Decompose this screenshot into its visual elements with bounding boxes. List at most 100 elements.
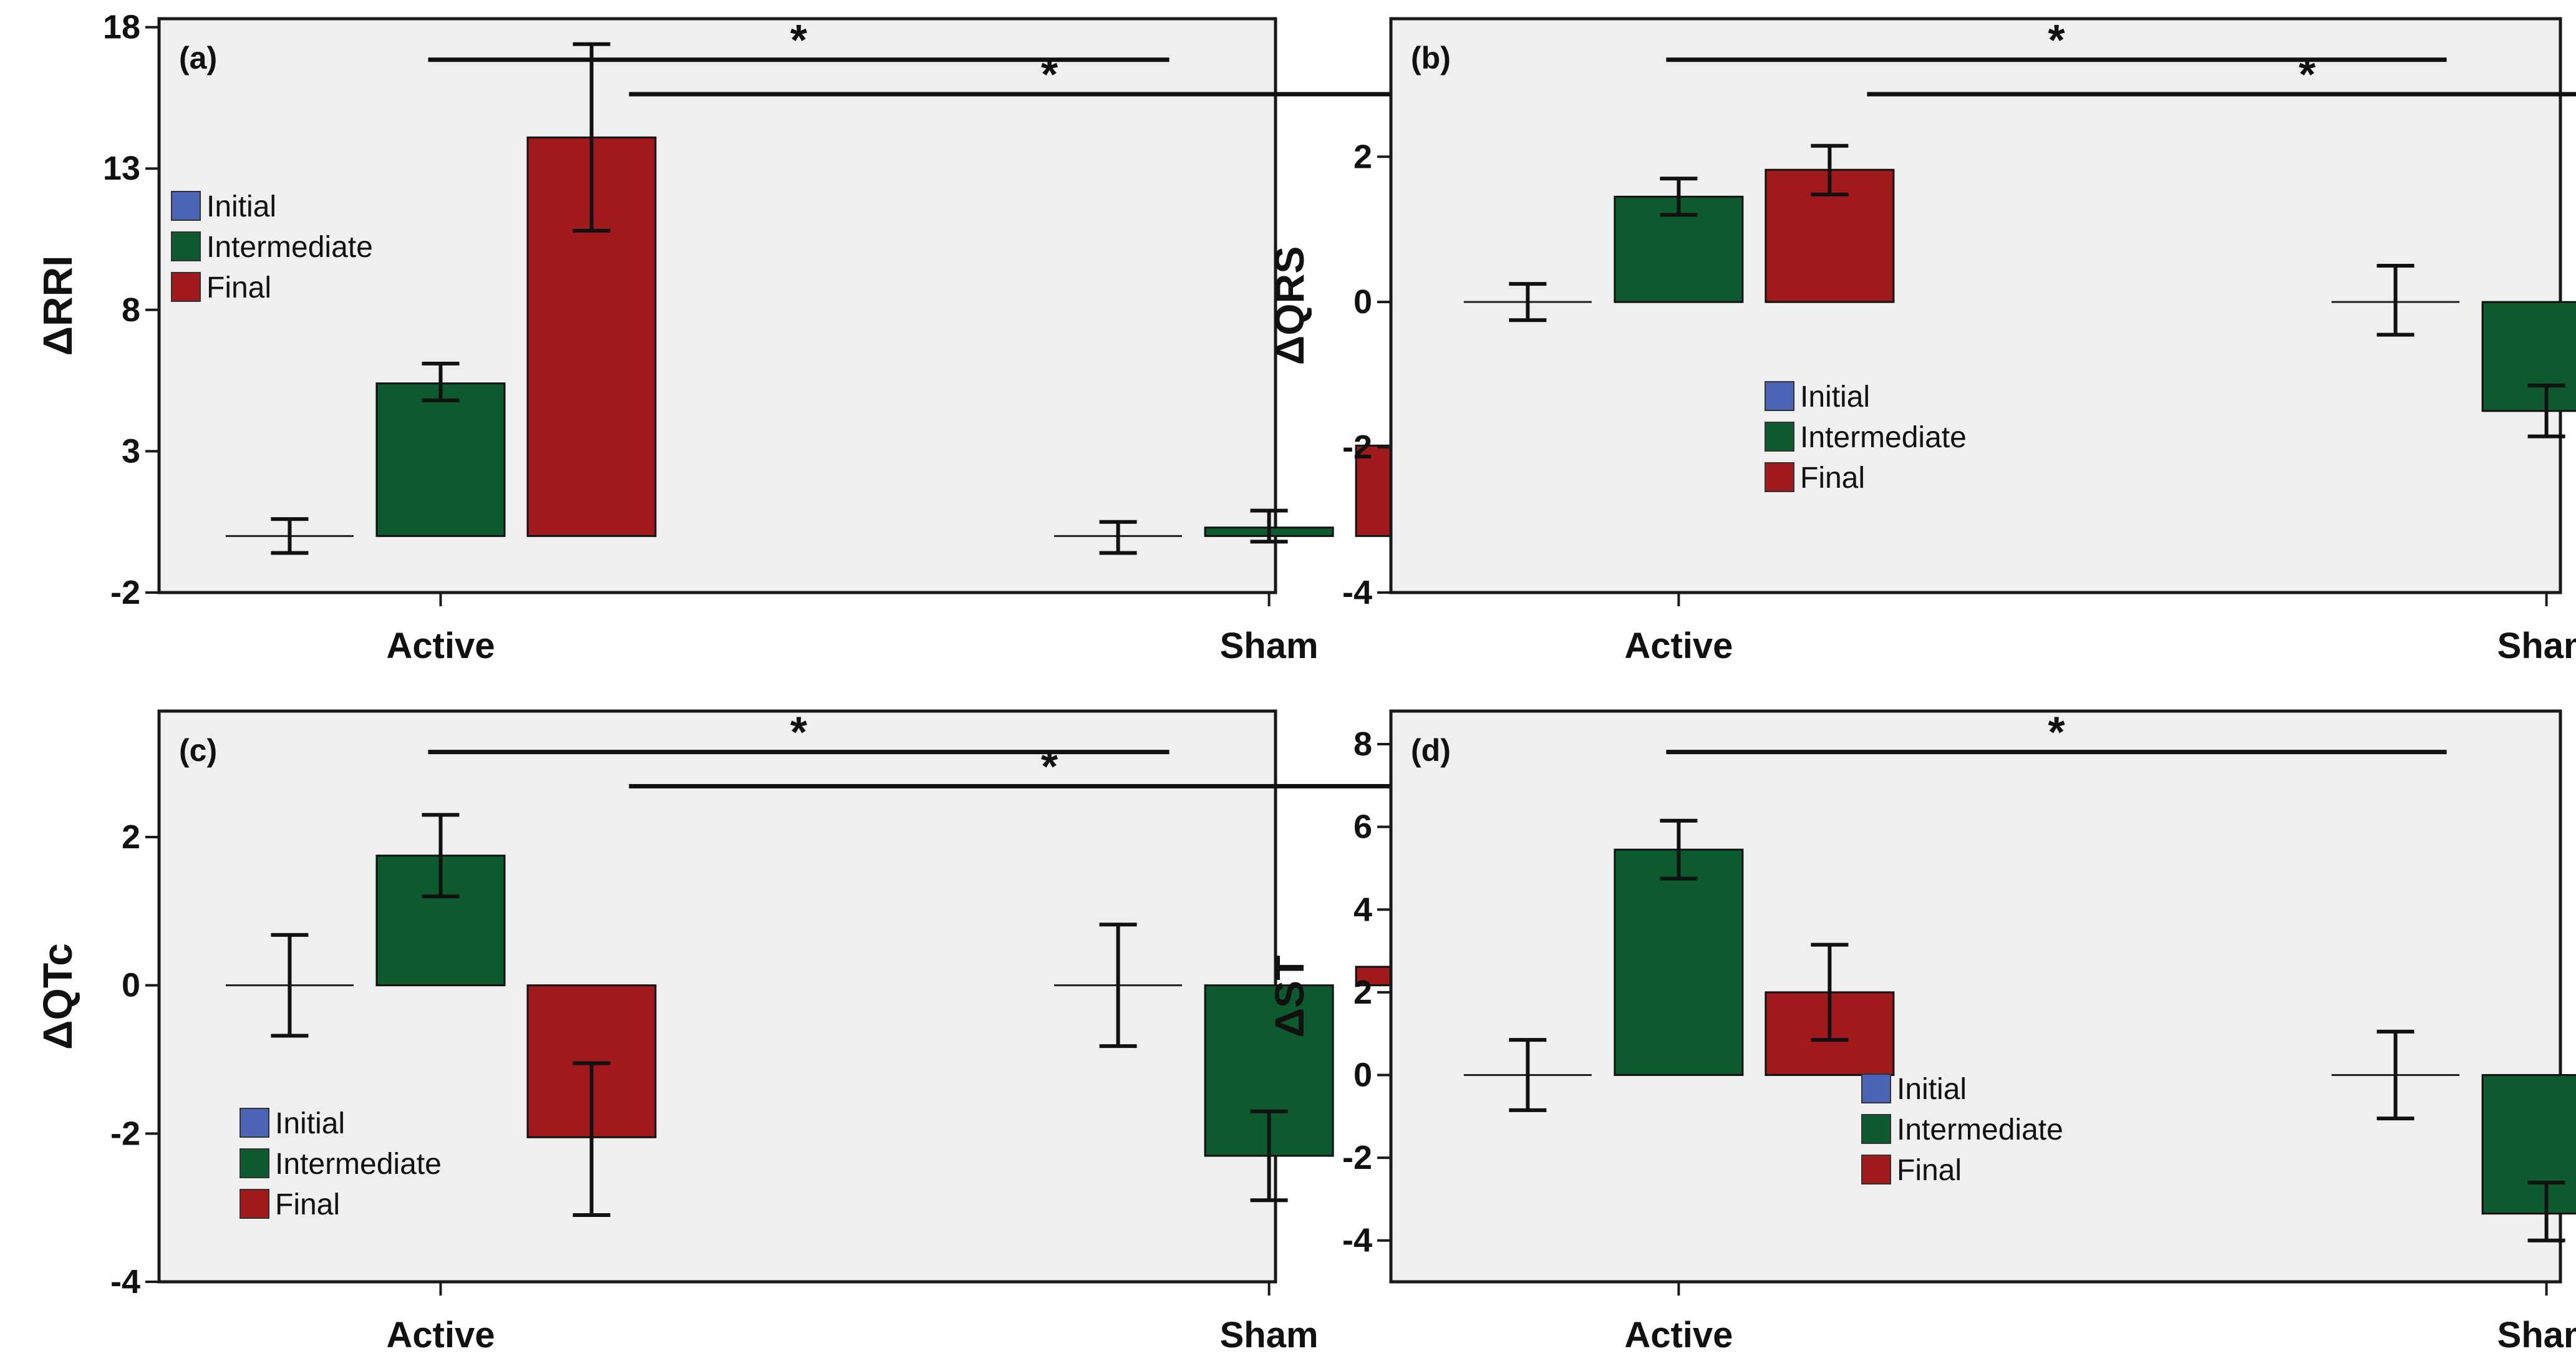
error-bar [573,42,611,233]
x-tick-label: Sham [2497,1315,2576,1355]
legend-label: Intermediate [1800,421,1967,454]
panel-d: -4 -2 0 2 4 6 8 ΔST (d) Active Sham * Initial Interme… [1266,708,2576,1355]
y-tick-label: 0 [122,967,140,1004]
legend-swatch-intermediate [1765,422,1794,452]
y-tick-label: 8 [122,291,140,329]
legend-swatch-intermediate [171,231,201,261]
error-bar [1811,942,1849,1042]
significance-star: * [2048,16,2065,64]
legend-label: Intermediate [1897,1113,2063,1146]
plot-area [157,17,1277,594]
y-tick-label: 18 [103,9,140,46]
significance-star: * [790,708,808,757]
x-tick-label: Sham [1220,1315,1319,1355]
panel-tag: (d) [1411,733,1451,768]
legend: Initial Intermediate Final [171,190,373,304]
legend-label: Initial [1897,1073,1967,1106]
x-tick-label: Sham [2497,626,2576,666]
significance-star: * [1041,742,1058,791]
legend-swatch-final [1765,462,1794,492]
plot-area [1389,17,2562,594]
legend-swatch-final [171,272,201,302]
error-bar [1509,1038,1547,1112]
panel-c: -4 -2 0 2 ΔQTc (c) Active Sham * * Initial Intermed… [34,708,1485,1355]
legend-label: Final [1897,1154,1962,1187]
y-tick-label: -2 [110,1115,140,1152]
y-tick-label: -4 [1342,1222,1372,1259]
y-tick-label: -4 [1342,574,1372,611]
y-axis-title: ΔRRI [34,255,80,356]
legend-label: Initial [275,1107,345,1140]
legend: Initial Intermediate Final [1765,380,1967,495]
x-tick-label: Active [386,626,495,666]
legend-swatch-intermediate [240,1148,269,1178]
legend-swatch-initial [1765,381,1794,411]
error-bar [1811,143,1849,196]
y-tick-label: -2 [1342,429,1372,466]
legend-label: Final [275,1188,340,1221]
error-bar [2376,1029,2414,1121]
x-tick-label: Active [1624,626,1733,666]
bar-intermediate [2481,301,2576,412]
error-bar [422,361,460,402]
panel-tag: (c) [179,733,217,768]
legend-label: Intermediate [275,1148,442,1181]
legend-swatch-initial [1861,1073,1891,1103]
plot-area [1389,709,2562,1284]
y-tick-label: 8 [1353,725,1372,763]
legend: Initial Intermediate Final [240,1107,442,1221]
plot-area [157,709,1277,1284]
significance-star: * [2298,50,2316,99]
error-bar [2527,1180,2565,1243]
legend-label: Initial [1800,380,1870,414]
error-bar [422,813,460,899]
x-tick-label: Active [386,1315,495,1355]
error-bar [2527,384,2565,438]
bar-intermediate [1614,848,1744,1076]
y-tick-label: -2 [1342,1139,1372,1176]
error-bar [2376,263,2414,337]
panel-tag: (a) [179,41,217,75]
panel-a: -2 3 8 13 18 ΔRRI (a) Active Sham * * Initial Interm… [34,9,1485,666]
panel-b: -4 -2 0 2 ΔQRS (b) Active Sham * * Initial Intermed… [1266,16,2576,666]
legend-swatch-intermediate [1861,1114,1891,1144]
error-bar [1509,282,1547,322]
error-bar [271,933,309,1038]
y-tick-label: 2 [1353,974,1372,1011]
y-tick-label: 2 [1353,138,1372,175]
y-tick-label: -2 [110,574,140,611]
y-tick-label: 6 [1353,808,1372,846]
y-tick-label: 3 [122,432,140,470]
error-bar [1099,923,1137,1049]
y-tick-label: 0 [1353,283,1372,321]
error-bar [1250,1109,1288,1203]
legend-label: Intermediate [206,231,373,264]
y-axis-title: ΔQTc [34,943,80,1050]
legend-swatch-initial [171,191,201,221]
error-bar [1250,508,1288,544]
x-tick-label: Sham [1220,626,1319,666]
error-bar [573,1061,611,1218]
legend-label: Final [206,271,271,304]
x-tick-label: Active [1624,1315,1733,1355]
error-bar [1099,520,1137,555]
significance-star: * [790,16,808,64]
y-tick-label: 13 [103,150,140,187]
panel-tag: (b) [1411,41,1451,75]
legend-label: Final [1800,462,1865,495]
y-tick-label: 0 [1353,1056,1372,1093]
y-axis-title: ΔST [1266,956,1312,1038]
significance-star: * [1041,50,1058,99]
y-axis-title: ΔQRS [1266,246,1312,365]
y-tick-label: 2 [122,818,140,856]
legend: Initial Intermediate Final [1861,1073,2063,1187]
legend-label: Initial [206,190,276,223]
y-tick-label: 4 [1353,891,1372,928]
legend-swatch-final [1861,1155,1891,1184]
error-bar [1660,177,1698,217]
error-bar [1660,818,1698,881]
legend-swatch-initial [240,1108,269,1138]
significance-star: * [2048,708,2065,757]
bar-intermediate [2481,1073,2576,1215]
